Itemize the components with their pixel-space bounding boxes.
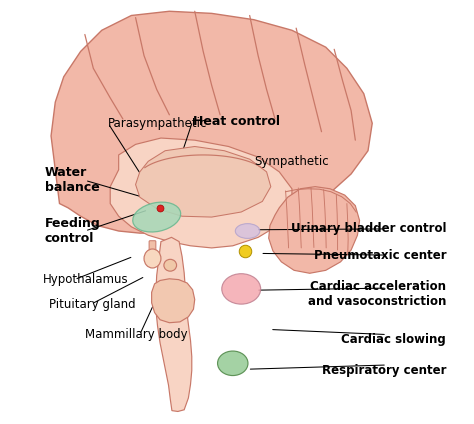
- Text: Cardiac acceleration
and vasoconstriction: Cardiac acceleration and vasoconstrictio…: [308, 280, 446, 308]
- Ellipse shape: [144, 249, 161, 268]
- Ellipse shape: [235, 223, 260, 238]
- Polygon shape: [269, 187, 360, 273]
- Ellipse shape: [164, 259, 177, 271]
- Text: Respiratory center: Respiratory center: [322, 364, 446, 377]
- Ellipse shape: [218, 351, 248, 376]
- Text: Hypothalamus: Hypothalamus: [43, 273, 128, 286]
- Ellipse shape: [222, 274, 261, 304]
- Text: Cardiac slowing: Cardiac slowing: [341, 333, 446, 346]
- Text: Sympathetic: Sympathetic: [254, 155, 328, 168]
- Polygon shape: [152, 279, 195, 323]
- Text: Heat control: Heat control: [192, 114, 280, 128]
- Text: Pituitary gland: Pituitary gland: [49, 298, 136, 311]
- Text: Mammillary body: Mammillary body: [85, 328, 188, 341]
- FancyBboxPatch shape: [149, 241, 156, 253]
- Text: Parasympathetic: Parasympathetic: [108, 117, 208, 130]
- Ellipse shape: [133, 202, 181, 232]
- Text: Water
balance: Water balance: [45, 166, 100, 194]
- Text: Urinary bladder control: Urinary bladder control: [291, 223, 446, 235]
- Polygon shape: [156, 237, 192, 411]
- Text: Feeding
control: Feeding control: [45, 217, 100, 245]
- Polygon shape: [110, 138, 292, 248]
- Polygon shape: [51, 11, 372, 233]
- Text: Pneumotaxic center: Pneumotaxic center: [314, 248, 446, 262]
- Polygon shape: [136, 147, 271, 217]
